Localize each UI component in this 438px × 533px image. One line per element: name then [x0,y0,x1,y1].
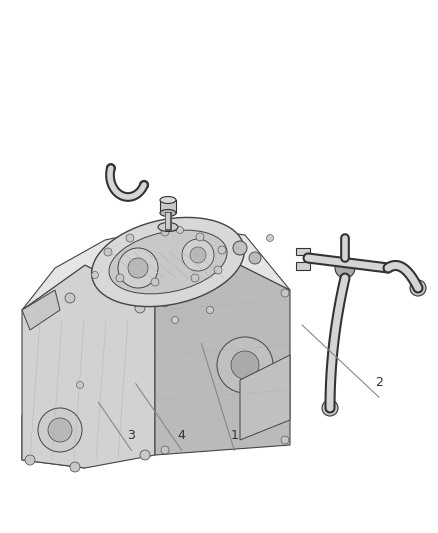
Ellipse shape [92,217,244,306]
Circle shape [322,400,338,416]
Ellipse shape [109,230,227,294]
Circle shape [126,234,134,242]
Circle shape [266,235,273,241]
Circle shape [206,306,213,313]
Circle shape [161,446,169,454]
Text: 1: 1 [230,430,238,442]
Circle shape [161,228,169,236]
Circle shape [410,280,426,296]
Text: 3: 3 [127,430,135,442]
Polygon shape [155,260,290,455]
Circle shape [214,266,222,274]
Circle shape [191,274,199,282]
Circle shape [70,462,80,472]
Circle shape [92,271,99,279]
Circle shape [65,293,75,303]
Circle shape [48,418,72,442]
Polygon shape [296,248,310,270]
Polygon shape [22,265,155,468]
Text: 2: 2 [375,376,383,389]
Circle shape [414,284,422,292]
Circle shape [281,436,289,444]
Circle shape [218,246,226,254]
Circle shape [177,227,184,233]
Circle shape [161,299,169,307]
Circle shape [118,248,158,288]
Circle shape [249,252,261,264]
Circle shape [140,450,150,460]
Polygon shape [240,355,290,440]
Circle shape [151,278,159,286]
Polygon shape [22,225,290,310]
Circle shape [335,258,355,278]
Circle shape [104,248,112,256]
Polygon shape [160,200,176,213]
Polygon shape [22,290,60,330]
Circle shape [140,181,148,190]
Circle shape [38,408,82,452]
Circle shape [116,274,124,282]
Circle shape [106,164,115,173]
Circle shape [172,317,179,324]
Circle shape [231,351,259,379]
Circle shape [25,310,35,320]
Circle shape [128,258,148,278]
Circle shape [77,382,84,389]
Circle shape [182,239,214,271]
Circle shape [217,337,273,393]
Circle shape [135,303,145,313]
Text: 4: 4 [178,430,186,442]
Polygon shape [22,415,85,468]
Ellipse shape [160,197,176,204]
Circle shape [190,247,206,263]
Circle shape [216,261,224,269]
Circle shape [25,455,35,465]
Circle shape [326,404,334,412]
Circle shape [233,241,247,255]
Circle shape [281,289,289,297]
Ellipse shape [160,209,176,216]
Ellipse shape [158,222,178,231]
Circle shape [196,233,204,241]
